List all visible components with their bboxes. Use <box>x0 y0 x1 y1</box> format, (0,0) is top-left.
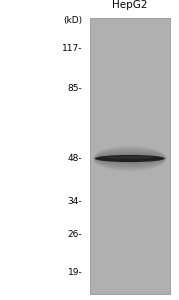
Text: 48-: 48- <box>68 154 82 163</box>
Text: 26-: 26- <box>68 230 82 238</box>
Text: 117-: 117- <box>62 44 82 53</box>
Text: 19-: 19- <box>68 268 82 277</box>
Ellipse shape <box>93 148 166 169</box>
Text: HepG2: HepG2 <box>112 1 147 10</box>
Bar <box>90 18 170 294</box>
Text: 85-: 85- <box>68 83 82 92</box>
Ellipse shape <box>94 149 166 167</box>
Ellipse shape <box>95 155 165 162</box>
Ellipse shape <box>93 146 166 171</box>
Ellipse shape <box>95 153 165 164</box>
Text: 34-: 34- <box>68 196 82 206</box>
Ellipse shape <box>105 156 154 158</box>
Ellipse shape <box>94 151 165 166</box>
Text: (kD): (kD) <box>63 16 82 26</box>
